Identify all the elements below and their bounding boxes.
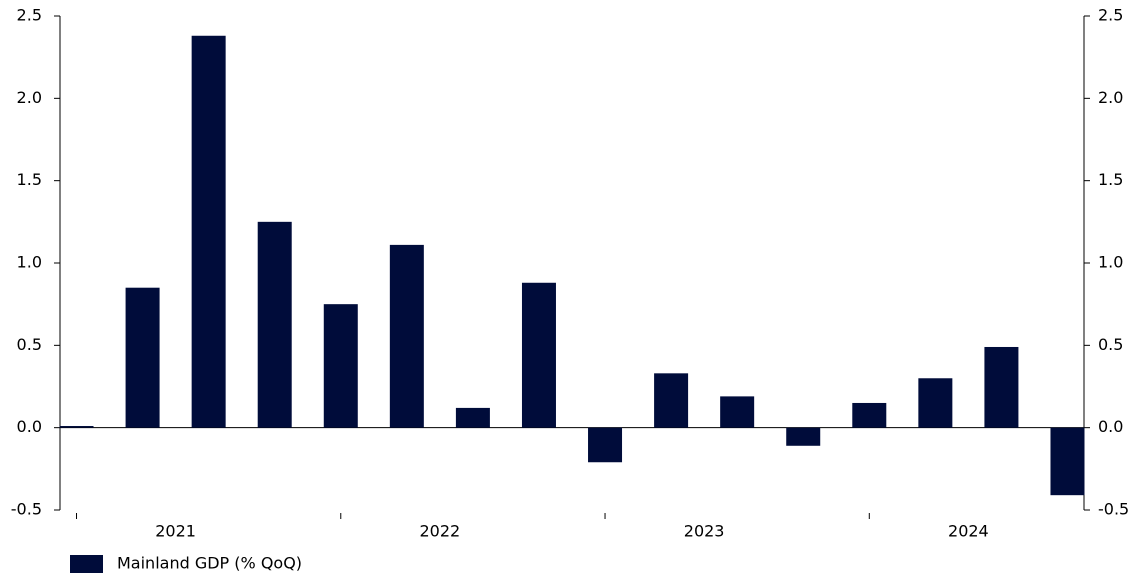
- bar: [389, 244, 424, 428]
- bar: [720, 396, 755, 428]
- bar: [588, 427, 623, 463]
- bar: [323, 304, 358, 428]
- x-tick-label: 2023: [684, 522, 725, 541]
- y-tick-label: 2.0: [17, 88, 42, 107]
- y-tick-label: 0.5: [17, 335, 42, 354]
- y-tick-label: 1.0: [17, 253, 42, 272]
- y2-tick-label: 0.5: [1098, 335, 1123, 354]
- bar: [125, 287, 160, 428]
- bar: [455, 407, 490, 428]
- y2-tick-label: 2.0: [1098, 88, 1123, 107]
- y-tick-label: -0.5: [11, 500, 42, 519]
- y2-tick-label: -0.5: [1098, 500, 1129, 519]
- legend-label: Mainland GDP (% QoQ): [117, 554, 302, 573]
- legend-swatch: [70, 555, 103, 573]
- y2-tick-label: 1.0: [1098, 253, 1123, 272]
- x-tick-label: 2021: [155, 522, 196, 541]
- bar: [1050, 427, 1085, 496]
- bar: [191, 35, 226, 428]
- bar: [654, 373, 689, 428]
- bar: [918, 378, 953, 428]
- y2-tick-label: 0.0: [1098, 417, 1123, 436]
- x-tick-label: 2022: [420, 522, 461, 541]
- y-tick-label: 2.5: [17, 6, 42, 25]
- y2-tick-label: 1.5: [1098, 170, 1123, 189]
- y-tick-label: 0.0: [17, 417, 42, 436]
- bar: [984, 346, 1019, 428]
- bar: [852, 402, 887, 428]
- y2-tick-label: 2.5: [1098, 6, 1123, 25]
- bar: [257, 221, 292, 428]
- y-tick-label: 1.5: [17, 170, 42, 189]
- x-tick-label: 2024: [948, 522, 989, 541]
- bar: [59, 426, 94, 428]
- bar: [786, 427, 821, 446]
- bar: [521, 282, 556, 428]
